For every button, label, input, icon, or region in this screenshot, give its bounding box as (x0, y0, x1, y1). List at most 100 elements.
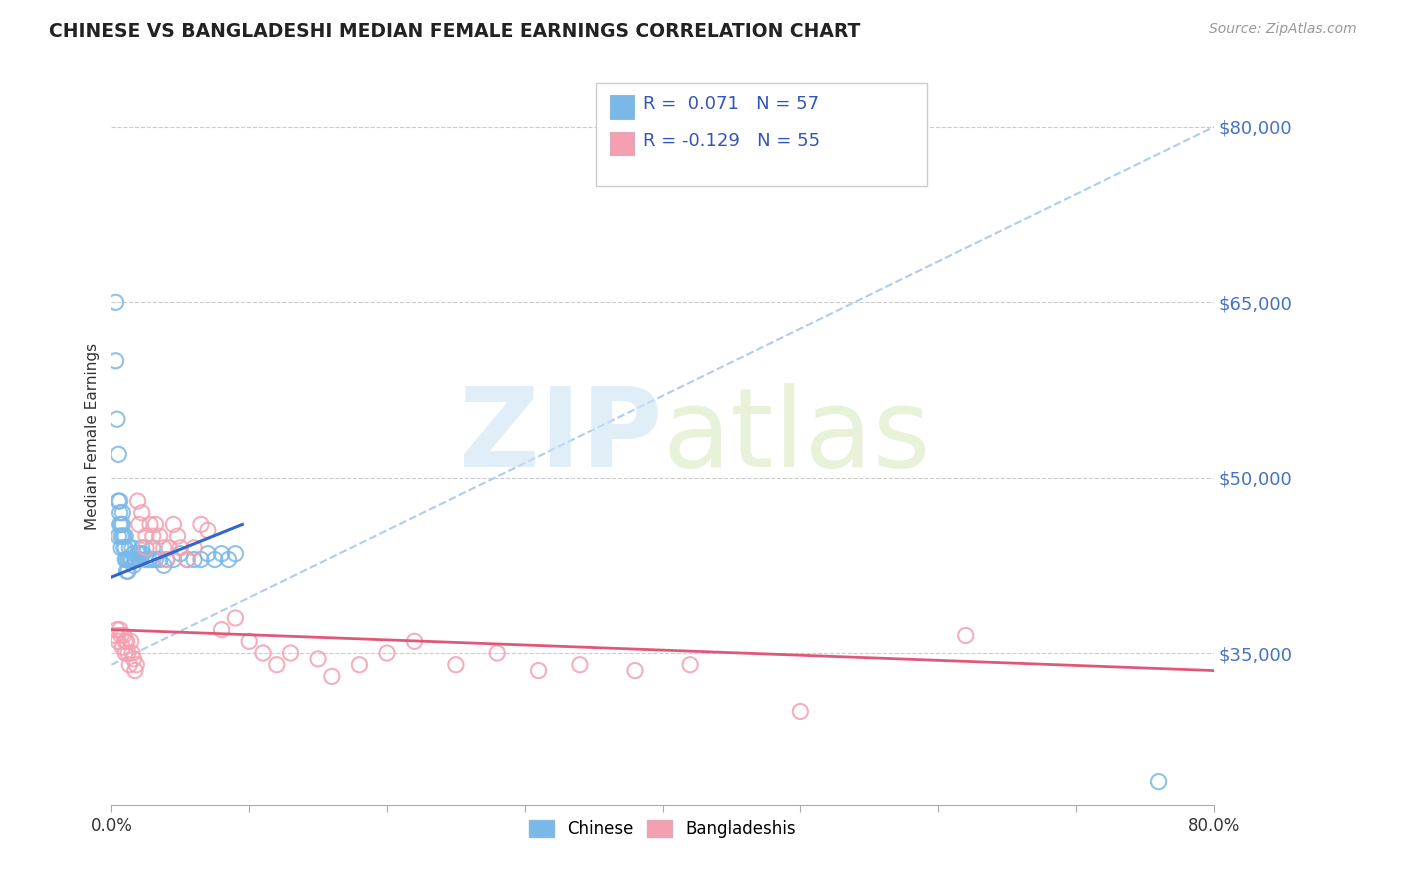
Point (190, 517, 212, 532)
Point (131, 541, 153, 555)
Point (110, 529, 132, 543)
Point (527, 664, 550, 678)
Point (135, 529, 157, 543)
Point (307, 652, 329, 666)
Point (127, 494, 149, 508)
Point (129, 547, 152, 561)
Point (176, 552, 198, 566)
Point (111, 529, 134, 543)
Point (122, 547, 145, 561)
Point (252, 646, 274, 660)
Point (105, 412, 128, 426)
Point (112, 628, 135, 642)
Point (679, 657, 702, 672)
Point (142, 529, 165, 543)
Point (404, 634, 426, 648)
Point (122, 652, 145, 666)
Point (112, 541, 135, 555)
Point (197, 523, 219, 537)
Point (145, 517, 167, 532)
Point (118, 552, 141, 566)
Point (114, 541, 136, 555)
Point (110, 541, 132, 555)
Point (152, 558, 174, 573)
Point (117, 564, 139, 578)
Point (125, 657, 148, 672)
Point (135, 541, 157, 555)
Point (149, 529, 172, 543)
Point (108, 517, 131, 532)
Point (169, 547, 191, 561)
Point (118, 657, 141, 672)
Point (121, 646, 143, 660)
Point (142, 552, 165, 566)
Point (107, 634, 129, 648)
Point (115, 552, 138, 566)
Point (114, 552, 136, 566)
Point (321, 669, 343, 683)
Point (104, 295, 127, 310)
FancyBboxPatch shape (610, 95, 634, 119)
Point (486, 646, 509, 660)
Point (155, 552, 177, 566)
Point (211, 623, 233, 637)
Y-axis label: Median Female Earnings: Median Female Earnings (86, 343, 100, 531)
Text: atlas: atlas (662, 384, 931, 491)
Point (444, 657, 467, 672)
Point (789, 705, 811, 719)
Point (110, 628, 132, 642)
Point (183, 541, 205, 555)
Point (139, 517, 162, 532)
Point (155, 552, 177, 566)
Point (162, 517, 184, 532)
Point (107, 494, 129, 508)
Point (117, 646, 139, 660)
Point (190, 552, 212, 566)
Point (238, 634, 260, 648)
FancyBboxPatch shape (596, 83, 927, 186)
Point (107, 529, 129, 543)
Point (624, 664, 647, 678)
Point (120, 552, 142, 566)
Text: ZIP: ZIP (460, 384, 662, 491)
Point (157, 541, 180, 555)
Point (149, 552, 172, 566)
Point (131, 506, 153, 520)
Point (132, 547, 155, 561)
Point (349, 657, 371, 672)
Point (108, 506, 131, 520)
Point (124, 664, 146, 678)
Text: CHINESE VS BANGLADESHI MEDIAN FEMALE EARNINGS CORRELATION CHART: CHINESE VS BANGLADESHI MEDIAN FEMALE EAR… (49, 22, 860, 41)
Text: R =  0.071   N = 57: R = 0.071 N = 57 (643, 95, 818, 113)
Point (108, 494, 131, 508)
Point (104, 628, 127, 642)
Point (117, 552, 139, 566)
Point (105, 623, 128, 637)
Point (568, 657, 591, 672)
Point (1147, 774, 1170, 789)
Point (183, 552, 205, 566)
Point (142, 541, 165, 555)
Point (135, 552, 157, 566)
Point (280, 646, 302, 660)
Point (108, 623, 131, 637)
Point (114, 529, 136, 543)
Point (138, 552, 160, 566)
Point (224, 611, 246, 625)
Point (110, 517, 132, 532)
Point (118, 541, 141, 555)
Point (128, 552, 150, 566)
Point (111, 517, 134, 532)
Point (107, 447, 129, 461)
Point (375, 646, 398, 660)
Text: Source: ZipAtlas.com: Source: ZipAtlas.com (1209, 22, 1357, 37)
Point (111, 640, 134, 655)
Point (218, 552, 240, 566)
Point (211, 547, 233, 561)
Point (104, 353, 127, 368)
Point (197, 547, 219, 561)
Point (121, 552, 143, 566)
Point (121, 541, 143, 555)
Point (114, 646, 136, 660)
Point (114, 634, 136, 648)
